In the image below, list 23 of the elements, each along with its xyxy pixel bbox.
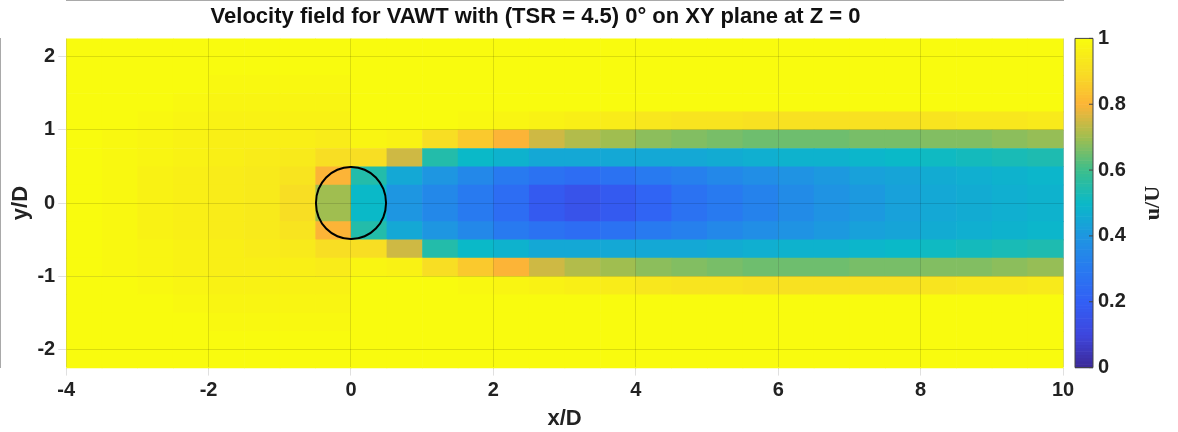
y-axis-title: y/D: [7, 185, 33, 221]
color-bar-label: 0.6: [1098, 157, 1126, 180]
x-tick-label: 2: [487, 378, 499, 401]
x-tick-label: 8: [915, 378, 927, 401]
x-tick-label: 10: [1051, 378, 1075, 401]
chart-title: Velocity field for VAWT with (TSR = 4.5) 0° on XY plane at Z = 0: [210, 3, 861, 29]
x-tick-label: 6: [772, 378, 784, 401]
x-tick-label: -2: [199, 378, 218, 401]
color-bar-label: 0: [1098, 355, 1110, 378]
x-tick-label: 0: [345, 378, 357, 401]
y-tick-label: 0: [44, 190, 56, 213]
color-bar-title: u/U: [1138, 185, 1164, 221]
y-tick-label: 1: [44, 117, 56, 140]
x-tick-label: 4: [630, 378, 643, 401]
color-bar-label: 0.4: [1098, 223, 1127, 246]
y-tick-label: -1: [37, 263, 56, 286]
y-tick-label: 2: [44, 44, 56, 67]
x-tick-label: -4: [57, 378, 76, 401]
color-bar-label: 0.2: [1098, 289, 1126, 312]
color-bar-label: 1: [1098, 25, 1110, 48]
color-bar-label: 0.8: [1098, 91, 1126, 114]
x-axis-title: x/D: [547, 404, 582, 430]
y-tick-label: -2: [37, 336, 56, 359]
